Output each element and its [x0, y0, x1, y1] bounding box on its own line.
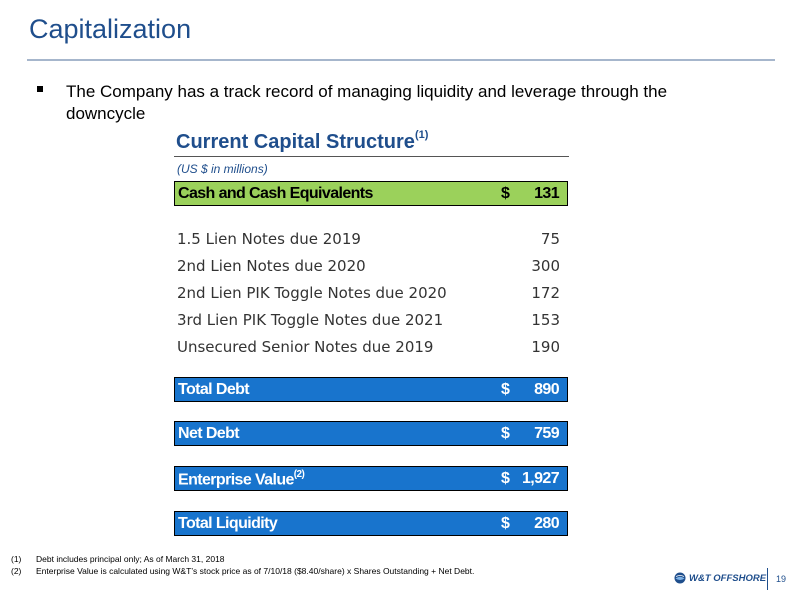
cash-value: 131 [534, 185, 560, 202]
bullet-square-icon [37, 86, 43, 92]
cash-currency: $ [501, 185, 510, 202]
enterprise-value-row: Enterprise Value(2) $ 1,927 [174, 466, 568, 491]
footnote-text: Enterprise Value is calculated using W&T… [36, 566, 475, 576]
capital-structure-title-text: Current Capital Structure [176, 131, 415, 153]
debt-row: 1.5 Lien Notes due 2019 75 [177, 230, 560, 254]
total-debt-row: Total Debt $ 890 [174, 377, 568, 402]
net-debt-row: Net Debt $ 759 [174, 421, 568, 446]
footnote: (2) Enterprise Value is calculated using … [11, 566, 474, 576]
bullet-text: The Company has a track record of managi… [66, 82, 668, 123]
debt-value: 153 [531, 311, 560, 329]
enterprise-value-label: Enterprise Value(2) [178, 469, 305, 489]
total-liquidity-label: Total Liquidity [178, 515, 278, 532]
footnote-number: (1) [11, 554, 22, 564]
total-liquidity-value: 280 [534, 515, 560, 532]
total-debt-currency: $ [501, 381, 510, 398]
enterprise-value-footnote-ref: (2) [293, 469, 305, 480]
cash-label: Cash and Cash Equivalents [178, 185, 373, 202]
debt-value: 172 [531, 284, 560, 302]
page-title: Capitalization [29, 14, 192, 44]
debt-row: Unsecured Senior Notes due 2019 190 [177, 338, 560, 362]
net-debt-currency: $ [501, 425, 510, 442]
debt-value: 300 [531, 257, 560, 275]
net-debt-label: Net Debt [178, 425, 240, 442]
total-liquidity-currency: $ [501, 515, 510, 532]
wt-globe-icon [674, 572, 686, 584]
capital-structure-footnote-ref: (1) [414, 129, 429, 142]
units-note: (US $ in millions) [177, 162, 268, 176]
debt-label: Unsecured Senior Notes due 2019 [177, 338, 434, 356]
debt-label: 1.5 Lien Notes due 2019 [177, 230, 361, 248]
debt-value: 190 [531, 338, 560, 356]
section-divider [174, 156, 569, 157]
total-debt-label: Total Debt [178, 381, 250, 398]
company-logo-text: W&T OFFSHORE [689, 573, 767, 584]
total-debt-value: 890 [534, 381, 560, 398]
title-divider [27, 59, 775, 61]
enterprise-value-currency: $ [501, 470, 510, 487]
net-debt-value: 759 [534, 425, 560, 442]
cash-row: Cash and Cash Equivalents $ 131 [174, 181, 568, 206]
debt-value: 75 [540, 230, 560, 248]
page-number: 19 [776, 574, 787, 584]
enterprise-value-value: 1,927 [521, 470, 560, 487]
total-liquidity-row: Total Liquidity $ 280 [174, 511, 568, 536]
debt-label: 3rd Lien PIK Toggle Notes due 2021 [177, 311, 444, 329]
footnote-text: Debt includes principal only; As of Marc… [36, 554, 225, 564]
enterprise-value-label-text: Enterprise Value [178, 471, 294, 489]
footnote-number: (2) [11, 566, 22, 576]
debt-row: 2nd Lien PIK Toggle Notes due 2020 172 [177, 284, 560, 308]
capital-structure-title: Current Capital Structure(1) [176, 129, 429, 154]
debt-label: 2nd Lien PIK Toggle Notes due 2020 [177, 284, 447, 302]
footer-divider [767, 568, 768, 590]
footnote: (1) Debt includes principal only; As of M… [11, 554, 225, 564]
debt-row: 2nd Lien Notes due 2020 300 [177, 257, 560, 281]
debt-row: 3rd Lien PIK Toggle Notes due 2021 153 [177, 311, 560, 335]
debt-label: 2nd Lien Notes due 2020 [177, 257, 366, 275]
